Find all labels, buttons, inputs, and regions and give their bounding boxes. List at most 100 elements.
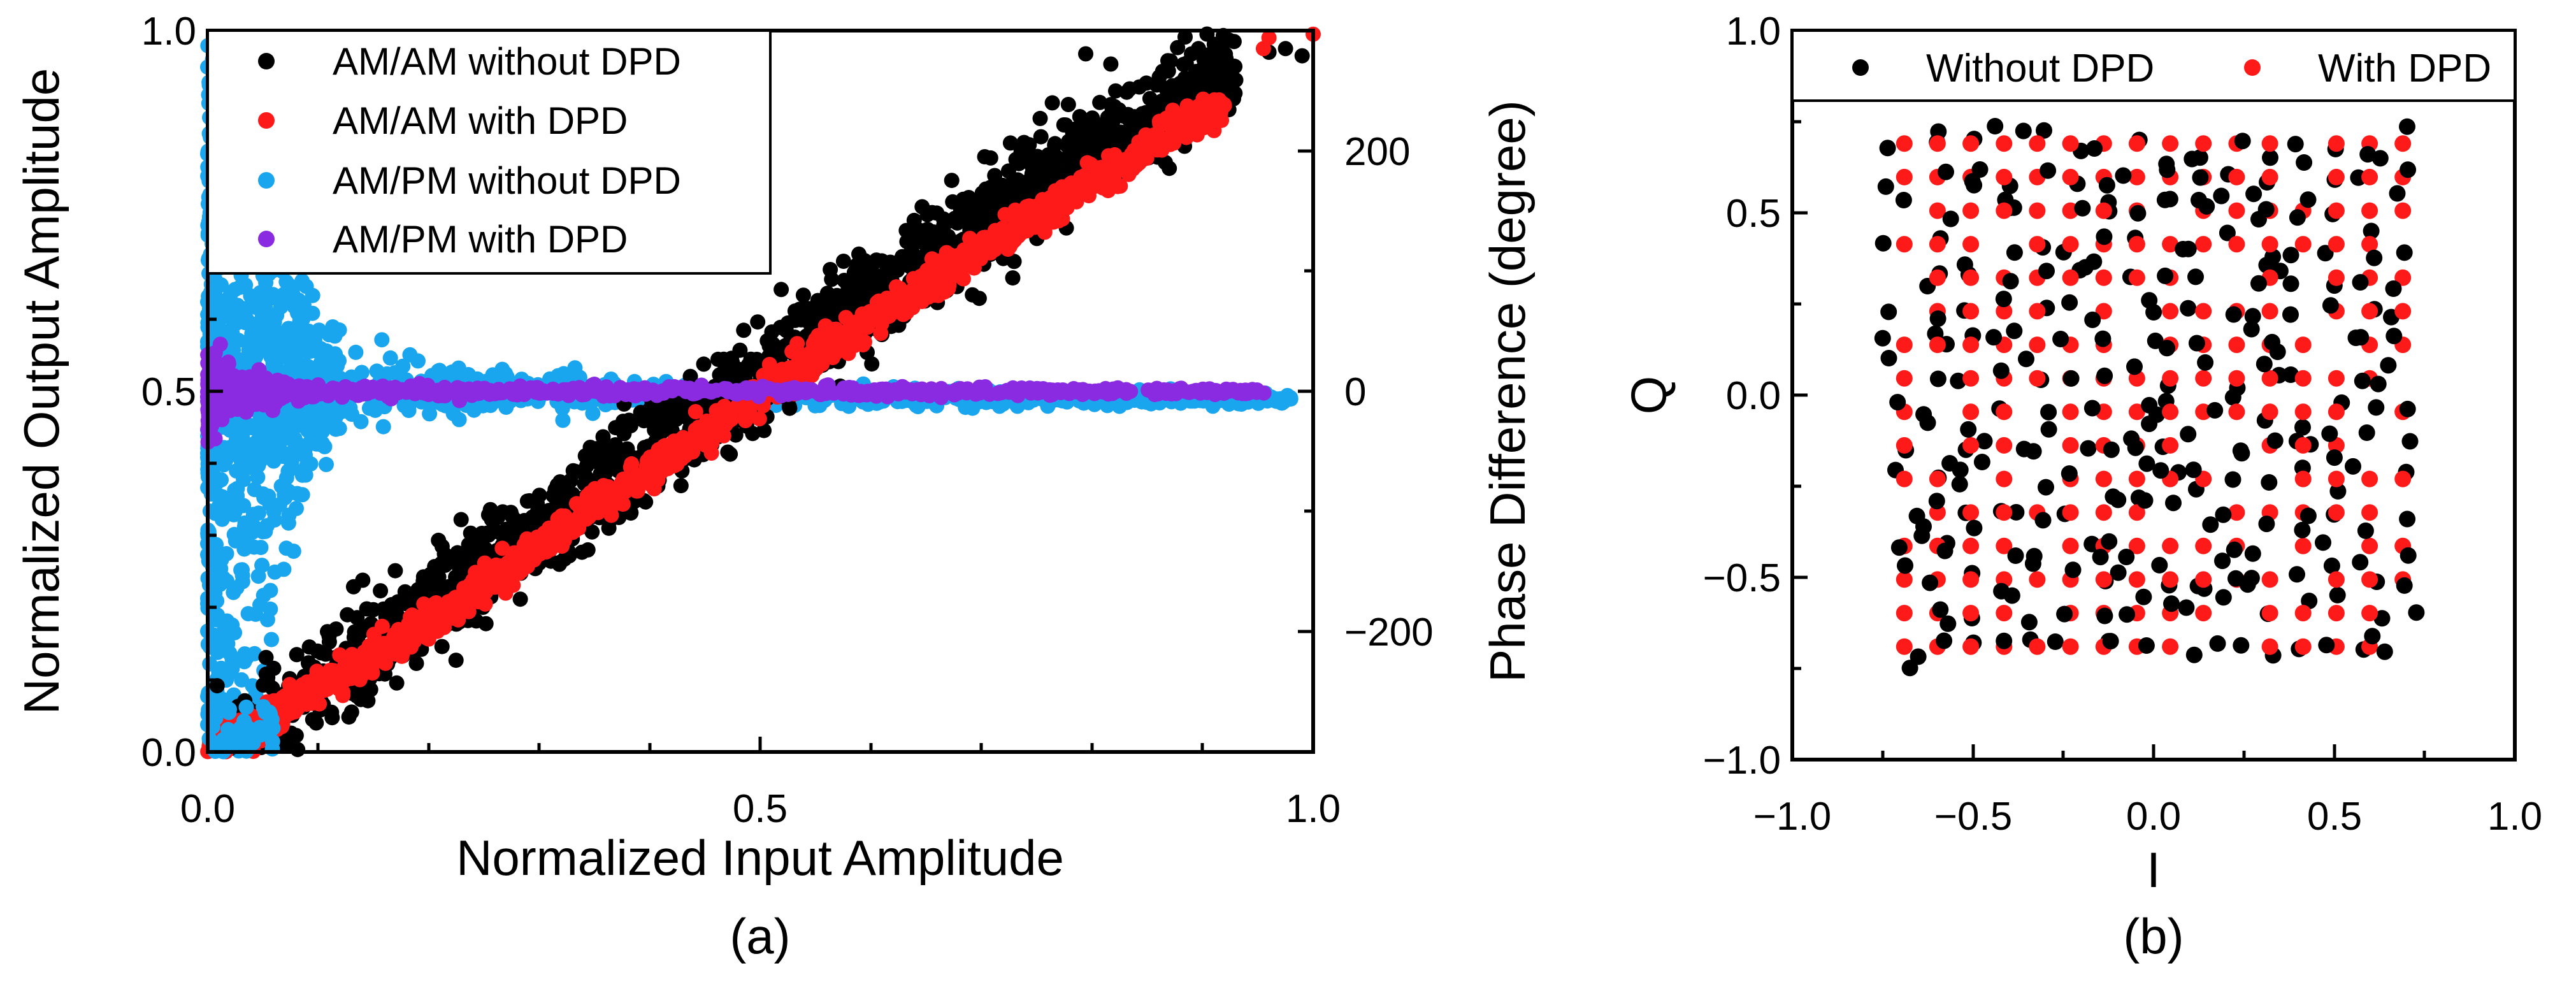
am-am-without-dpd-point [601,456,617,472]
am-am-without-dpd-point [907,247,923,263]
am-am-without-dpd-point [1108,83,1123,99]
am-pm-without-dpd-point [253,540,269,556]
am-am-with-dpd-point [374,618,390,634]
am-pm-without-dpd-point [305,305,320,321]
am-pm-without-dpd-point [202,293,218,309]
am-am-without-dpd-point [488,523,504,539]
am-am-without-dpd-point [1170,40,1186,55]
am-am-with-dpd-point [936,261,952,277]
am-am-without-dpd-point [516,512,532,528]
am-am-without-dpd-point [851,246,867,262]
am-am-with-dpd-point [1154,142,1170,158]
am-am-without-dpd-point [1111,102,1127,118]
am-am-with-dpd-point [896,305,912,321]
am-pm-without-dpd-point [286,299,302,315]
am-am-with-dpd-point [299,674,315,690]
am-am-without-dpd-point [1119,84,1135,100]
am-pm-without-dpd-point [289,335,305,350]
am-am-without-dpd-point [1058,152,1074,168]
am-am-without-dpd-point [1005,270,1021,286]
am-am-with-dpd-point [1079,184,1095,200]
am-am-without-dpd-point [1184,46,1200,62]
am-am-without-dpd-point [1132,79,1148,95]
am-pm-without-dpd-point [226,584,241,600]
am-am-without-dpd-point [1011,155,1027,171]
am-am-without-dpd-point [750,314,766,330]
am-pm-without-dpd-point [299,326,315,342]
am-am-without-dpd-point [1148,76,1164,92]
am-am-without-dpd-point [1065,139,1081,155]
am-pm-without-dpd-point [304,406,319,422]
am-am-without-dpd-point [843,275,858,291]
am-pm-without-dpd-point [303,422,319,438]
am-am-without-dpd-point [434,639,450,654]
am-am-without-dpd-point [663,410,679,426]
am-am-without-dpd-point [556,551,572,567]
am-am-with-dpd-point [529,546,545,562]
am-am-without-dpd-point [835,254,851,269]
am-am-with-dpd-point [1118,152,1133,168]
am-am-without-dpd-point [1024,170,1040,186]
am-am-with-dpd-point [1053,192,1069,208]
am-am-without-dpd-point [1018,143,1033,159]
am-pm-without-dpd-point [294,467,310,483]
am-pm-without-dpd-point [313,437,329,452]
am-am-with-dpd-point [698,437,714,453]
am-pm-without-dpd-point [305,287,320,303]
am-pm-without-dpd-point [202,656,218,672]
am-am-without-dpd-point [453,512,469,528]
am-pm-without-dpd-point [451,412,467,428]
am-am-without-dpd-point [864,259,879,275]
am-am-without-dpd-point [301,639,317,655]
am-pm-without-dpd-point [292,314,308,329]
am-am-without-dpd-point [621,412,637,428]
am-am-without-dpd-point [718,370,734,386]
am-am-without-dpd-point [1121,112,1137,127]
am-am-without-dpd-point [974,185,990,201]
am-pm-without-dpd-point [229,463,245,479]
am-am-without-dpd-point [478,616,494,632]
am-pm-without-dpd-point [289,500,304,516]
am-am-with-dpd-point [721,413,737,429]
am-am-without-dpd-point [745,426,761,442]
am-am-without-dpd-point [848,263,864,278]
am-am-without-dpd-point [347,624,363,640]
am-am-with-dpd-point [669,433,685,449]
am-pm-without-dpd-point [214,305,230,321]
am-pm-without-dpd-point [285,287,301,303]
am-pm-without-dpd-point [278,470,294,486]
am-pm-without-dpd-point [319,456,334,472]
am-am-with-dpd-point [301,690,317,706]
am-pm-without-dpd-point [214,511,230,527]
am-pm-without-dpd-point [267,512,282,528]
am-am-without-dpd-point [608,420,624,436]
am-am-without-dpd-point [1277,41,1293,57]
am-am-without-dpd-point [998,179,1014,195]
am-am-with-dpd-point [429,623,445,639]
am-am-without-dpd-point [321,628,337,644]
am-pm-without-dpd-point [208,276,224,292]
am-am-with-dpd-point [1142,130,1158,146]
am-am-with-dpd-point [1005,220,1021,236]
am-am-without-dpd-point [1227,59,1243,75]
am-pm-without-dpd-point [224,447,239,463]
am-am-with-dpd-point [391,639,407,655]
am-am-without-dpd-point [1011,185,1027,201]
am-pm-without-dpd-point [244,420,260,436]
am-am-without-dpd-point [1134,106,1150,122]
am-am-without-dpd-point [436,546,452,562]
am-am-without-dpd-point [474,526,490,541]
am-am-without-dpd-point [777,319,793,335]
am-am-with-dpd-point [322,663,338,678]
am-am-with-dpd-point [485,569,500,585]
am-am-without-dpd-point [345,579,361,595]
am-am-with-dpd-point [1204,114,1220,130]
am-pm-without-dpd-point [270,437,286,453]
am-pm-without-dpd-point [236,519,252,535]
am-pm-without-dpd-point [353,414,369,430]
am-am-with-dpd-point [536,525,552,541]
am-am-with-dpd-point [506,560,522,576]
am-am-with-dpd-point [285,695,301,711]
am-am-with-dpd-point [810,328,826,343]
am-pm-without-dpd-point [422,406,438,422]
